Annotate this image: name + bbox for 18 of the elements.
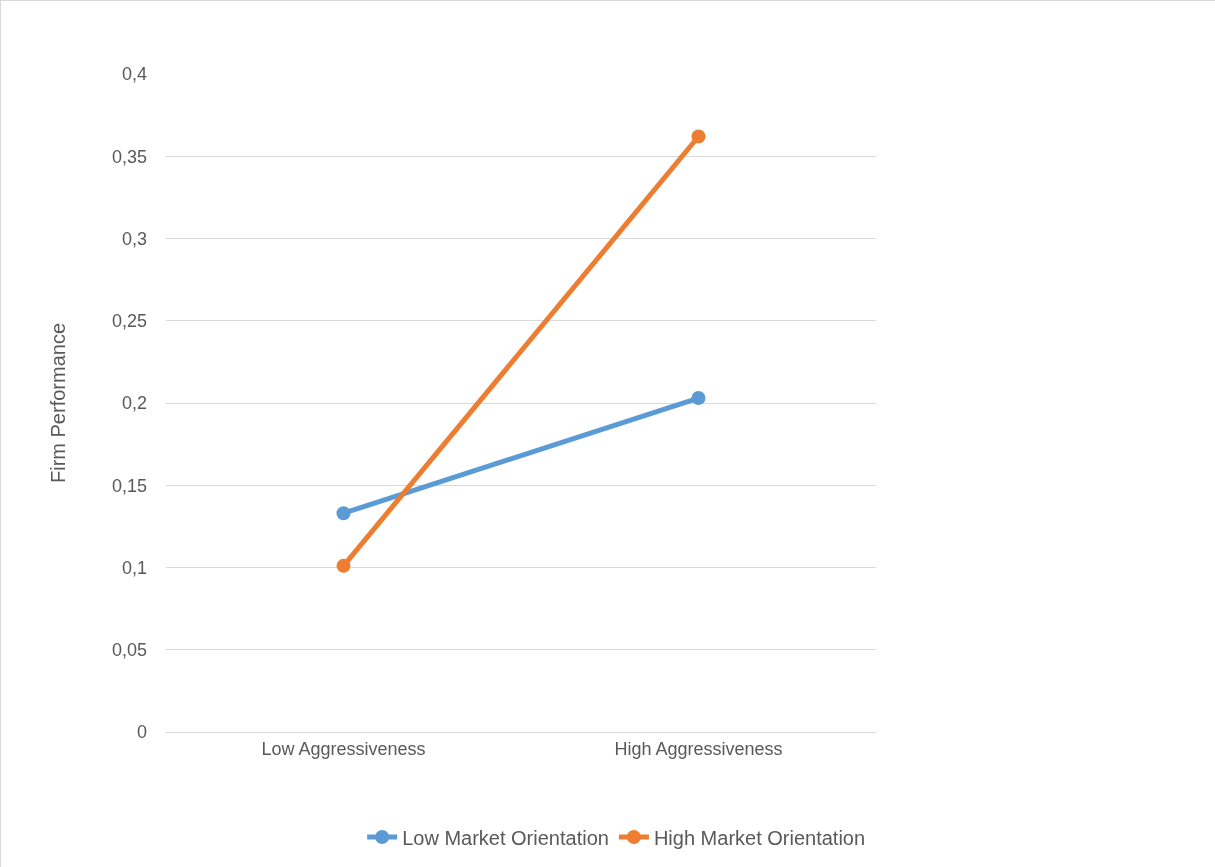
point xyxy=(691,129,706,144)
y-tick-label: 0,3 xyxy=(121,228,147,249)
y-tick-label: 0,4 xyxy=(121,64,147,85)
x-tick-label: Low Aggressiveness xyxy=(261,738,426,759)
point xyxy=(336,558,351,573)
y-tick-label: 0 xyxy=(136,722,147,743)
y-axis-title: Firm Performance xyxy=(47,322,70,484)
y-tick-label: 0,25 xyxy=(111,311,147,332)
y-tick-label: 0,35 xyxy=(111,146,147,167)
y-tick-label: 0,05 xyxy=(111,640,147,661)
point xyxy=(691,391,706,406)
legend-label: High Market Orientation xyxy=(653,826,866,849)
point xyxy=(336,506,351,521)
y-tick-label: 0,2 xyxy=(121,393,147,414)
legend-label: Low Market Orientation xyxy=(402,826,609,849)
x-tick-label: High Aggressiveness xyxy=(614,738,783,759)
y-tick-label: 0,1 xyxy=(121,557,147,578)
y-tick-label: 0,15 xyxy=(111,475,147,496)
